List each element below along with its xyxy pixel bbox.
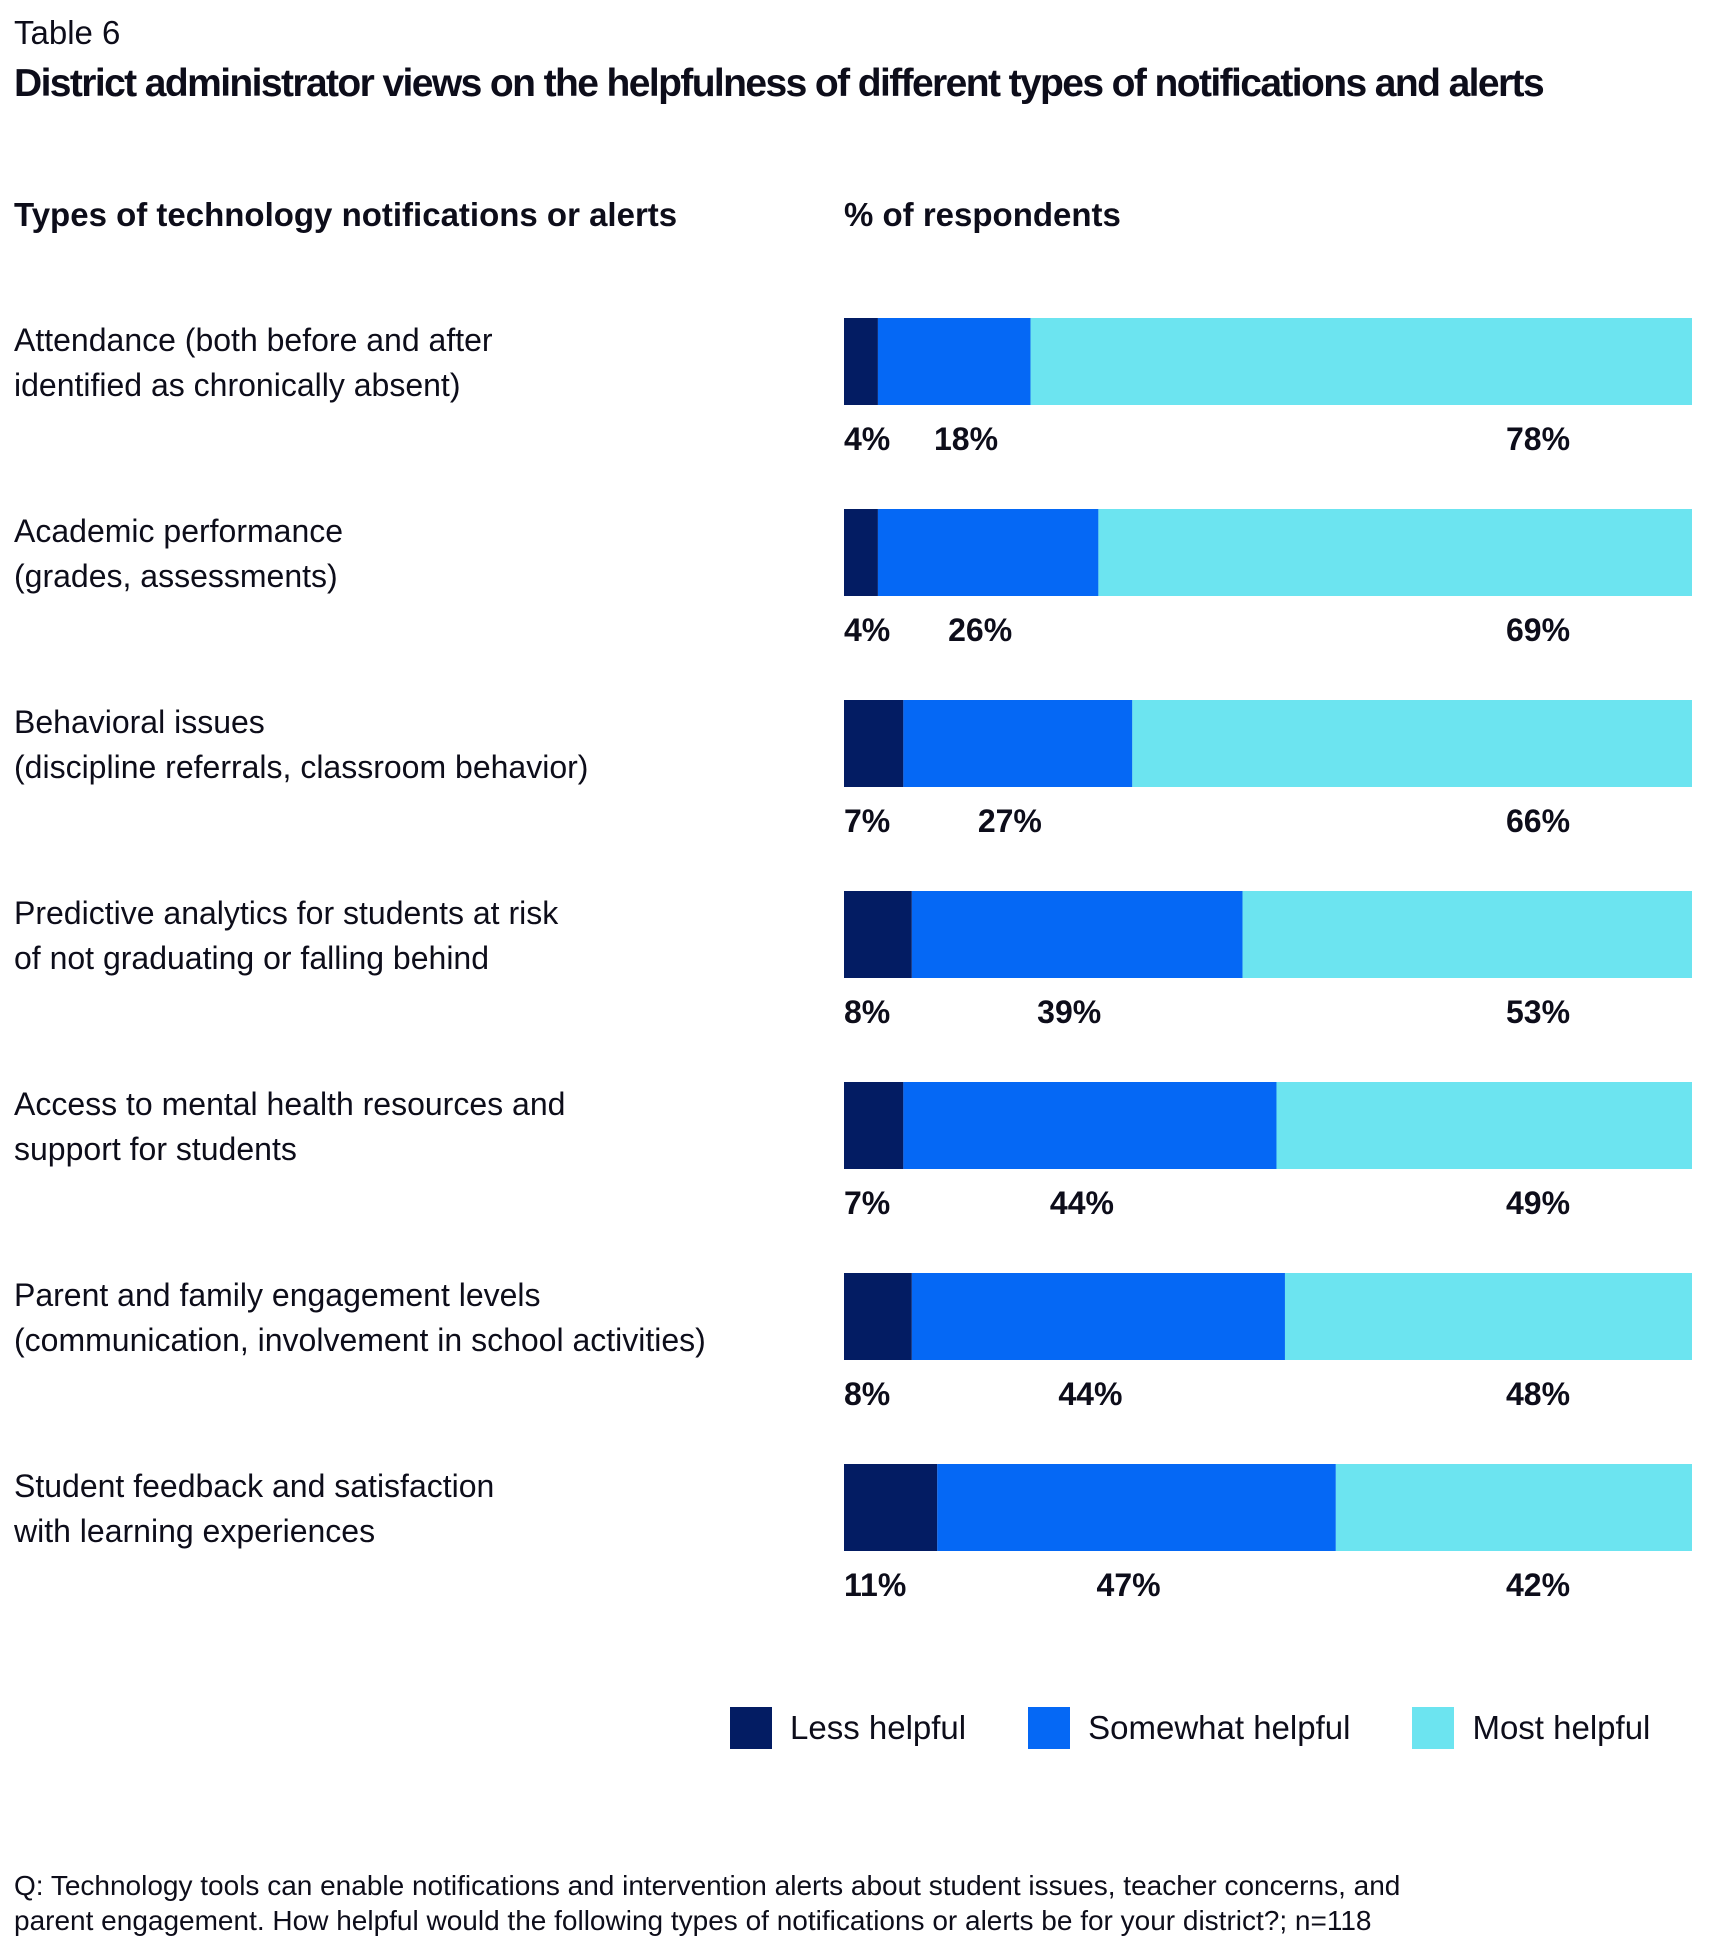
value-label-less: 7% <box>844 803 890 839</box>
column-header-percent: % of respondents <box>844 196 1121 233</box>
bar-segment-most <box>1242 891 1692 978</box>
value-label-most: 49% <box>1506 1185 1570 1221</box>
value-label-less: 8% <box>844 1376 890 1412</box>
value-label-less: 7% <box>844 1185 890 1221</box>
value-label-somewhat: 47% <box>1097 1567 1161 1603</box>
bar-segment-somewhat <box>877 318 1031 405</box>
value-label-most: 66% <box>1506 803 1570 839</box>
bar-segment-most <box>1335 1464 1692 1551</box>
bar-segment-somewhat <box>877 509 1099 596</box>
legend-swatch-less <box>730 1707 772 1749</box>
table-label: Table 6 <box>14 14 121 51</box>
row-label: Academic performance (grades, assessment… <box>14 513 344 594</box>
value-label-less: 8% <box>844 994 890 1030</box>
row-label: Student feedback and satisfaction with l… <box>14 1468 495 1549</box>
value-label-less: 4% <box>844 612 890 648</box>
bar-segment-less <box>844 891 912 978</box>
row-label: Attendance (both before and after identi… <box>14 322 493 403</box>
bar-segment-somewhat <box>903 700 1133 787</box>
value-label-somewhat: 44% <box>1050 1185 1114 1221</box>
legend-label: Somewhat helpful <box>1088 1709 1351 1746</box>
footnote: Q: Technology tools can enable notificat… <box>14 1870 1401 1936</box>
bar-segment-most <box>1276 1082 1692 1169</box>
chart-title: District administrator views on the help… <box>14 62 1545 105</box>
stacked-bar-chart: 4% 18% 78% 4% 26% 69% 7% 27% 66% 8% 39% 53% 7% 44% 49%… <box>844 318 1692 1603</box>
legend-item-somewhat: Somewhat helpful <box>1028 1707 1350 1749</box>
row-label: Parent and family engagement levels (com… <box>14 1277 706 1358</box>
bar-segment-less <box>844 509 878 596</box>
value-label-most: 48% <box>1506 1376 1570 1412</box>
value-label-less: 4% <box>844 421 890 457</box>
column-header-types: Types of technology notifications or ale… <box>14 196 678 233</box>
legend-swatch-somewhat <box>1028 1707 1071 1749</box>
row-label: Predictive analytics for students at ris… <box>14 895 559 976</box>
row-label: Access to mental health resources and su… <box>14 1086 566 1167</box>
legend-item-most: Most helpful <box>1412 1707 1650 1749</box>
legend-item-less: Less helpful <box>730 1707 966 1749</box>
legend-label: Most helpful <box>1472 1709 1651 1746</box>
bar-segment-most <box>1284 1273 1692 1360</box>
value-label-most: 69% <box>1506 612 1570 648</box>
legend-swatch-most <box>1412 1707 1455 1749</box>
bar-segment-somewhat <box>911 891 1243 978</box>
bar-segment-most <box>1098 509 1692 596</box>
chart-legend: Less helpful Somewhat helpful Most helpful <box>730 1706 1650 1750</box>
bar-segment-less <box>844 1082 904 1169</box>
bar-segment-most <box>1132 700 1692 787</box>
value-label-most: 53% <box>1506 994 1570 1030</box>
bar-segment-somewhat <box>937 1464 1336 1551</box>
bar-segment-somewhat <box>911 1273 1285 1360</box>
value-label-less: 11% <box>844 1567 906 1603</box>
bar-segment-less <box>844 318 878 405</box>
value-label-most: 78% <box>1506 421 1570 457</box>
row-label: Behavioral issues (discipline referrals,… <box>14 704 589 785</box>
bar-segment-less <box>844 700 904 787</box>
value-label-somewhat: 39% <box>1037 994 1101 1030</box>
bar-segment-somewhat <box>903 1082 1277 1169</box>
value-label-somewhat: 26% <box>948 612 1012 648</box>
value-label-somewhat: 44% <box>1058 1376 1122 1412</box>
value-label-most: 42% <box>1506 1567 1570 1603</box>
value-label-somewhat: 27% <box>978 803 1042 839</box>
bar-segment-most <box>1030 318 1692 405</box>
bar-segment-less <box>844 1464 938 1551</box>
value-label-somewhat: 18% <box>934 421 998 457</box>
bar-segment-less <box>844 1273 912 1360</box>
legend-label: Less helpful <box>790 1709 967 1746</box>
